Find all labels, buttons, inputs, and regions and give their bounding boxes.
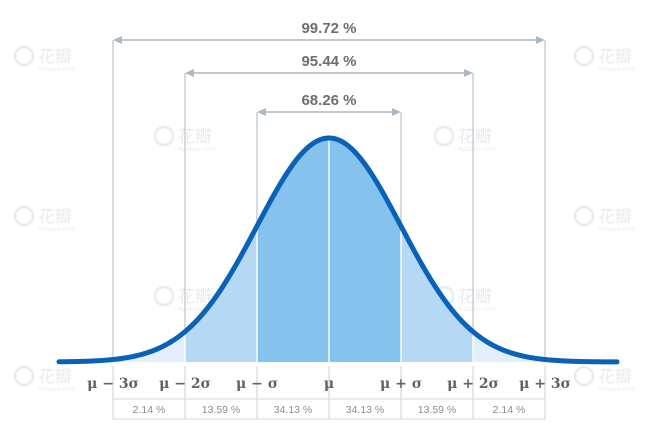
range-arrow-head-left [185, 69, 194, 77]
range-label: 99.72 % [301, 20, 356, 37]
svg-text:huaban.com: huaban.com [598, 66, 635, 73]
svg-text:huaban.com: huaban.com [598, 386, 635, 393]
sigma-band-5 [473, 331, 545, 362]
band-percent-label: 2.14 % [133, 404, 166, 416]
svg-text:huaban.com: huaban.com [38, 386, 75, 393]
range-label: 95.44 % [301, 53, 356, 70]
x-axis-tick-labels: μ − 3σ μ − 2σ μ − σ μ μ + σ μ + 2σ μ + 3σ [87, 376, 571, 392]
tick-label: μ + 2σ [447, 376, 499, 392]
range-2-sigma: 95.44 % [185, 53, 473, 77]
band-percent-table: 2.14 % 13.59 % 34.13 % 34.13 % 13.59 % 2.14 % [113, 398, 545, 420]
sigma-band-3 [329, 138, 401, 362]
svg-text:huaban.com: huaban.com [598, 226, 635, 233]
svg-text:花瓣: 花瓣 [178, 127, 212, 147]
range-arrow-head-right [536, 36, 545, 44]
svg-text:huaban.com: huaban.com [178, 306, 215, 313]
range-arrow-head-right [464, 69, 473, 77]
svg-text:花瓣: 花瓣 [598, 47, 632, 67]
band-percent-label: 13.59 % [202, 404, 241, 416]
svg-text:花瓣: 花瓣 [458, 287, 492, 307]
svg-text:huaban.com: huaban.com [458, 146, 495, 153]
range-arrow-head-right [392, 108, 401, 116]
band-percent-label: 34.13 % [274, 404, 313, 416]
svg-text:花瓣: 花瓣 [38, 367, 72, 387]
band-percent-label: 2.14 % [493, 404, 526, 416]
svg-text:花瓣: 花瓣 [598, 207, 632, 227]
svg-text:huaban.com: huaban.com [178, 146, 215, 153]
tick-label: μ + σ [380, 376, 422, 392]
range-arrows: 68.26 % 95.44 % 99.72 % [113, 20, 545, 116]
range-label: 68.26 % [301, 92, 356, 109]
range-arrow-head-left [257, 108, 266, 116]
svg-text:花瓣: 花瓣 [458, 127, 492, 147]
tick-label: μ − 3σ [87, 376, 139, 392]
svg-text:huaban.com: huaban.com [458, 306, 495, 313]
sigma-guide-lines [112, 40, 546, 419]
range-1-sigma: 68.26 % [257, 92, 401, 116]
bell-curve-layer [56, 135, 620, 365]
svg-text:花瓣: 花瓣 [178, 287, 212, 307]
tick-label: μ − 2σ [159, 376, 211, 392]
band-percent-label: 13.59 % [418, 404, 457, 416]
svg-text:花瓣: 花瓣 [38, 47, 72, 67]
range-3-sigma: 99.72 % [113, 20, 545, 44]
range-arrow-head-left [113, 36, 122, 44]
svg-text:huaban.com: huaban.com [38, 226, 75, 233]
svg-text:huaban.com: huaban.com [38, 66, 75, 73]
svg-text:花瓣: 花瓣 [598, 367, 632, 387]
svg-text:花瓣: 花瓣 [38, 207, 72, 227]
tick-label: μ [324, 376, 334, 392]
band-percent-label: 34.13 % [346, 404, 385, 416]
sigma-band-0 [113, 331, 185, 362]
tick-label: μ + 3σ [519, 376, 571, 392]
tick-label: μ − σ [236, 376, 278, 392]
sigma-band-2 [257, 138, 329, 362]
bell-curve [56, 135, 620, 365]
